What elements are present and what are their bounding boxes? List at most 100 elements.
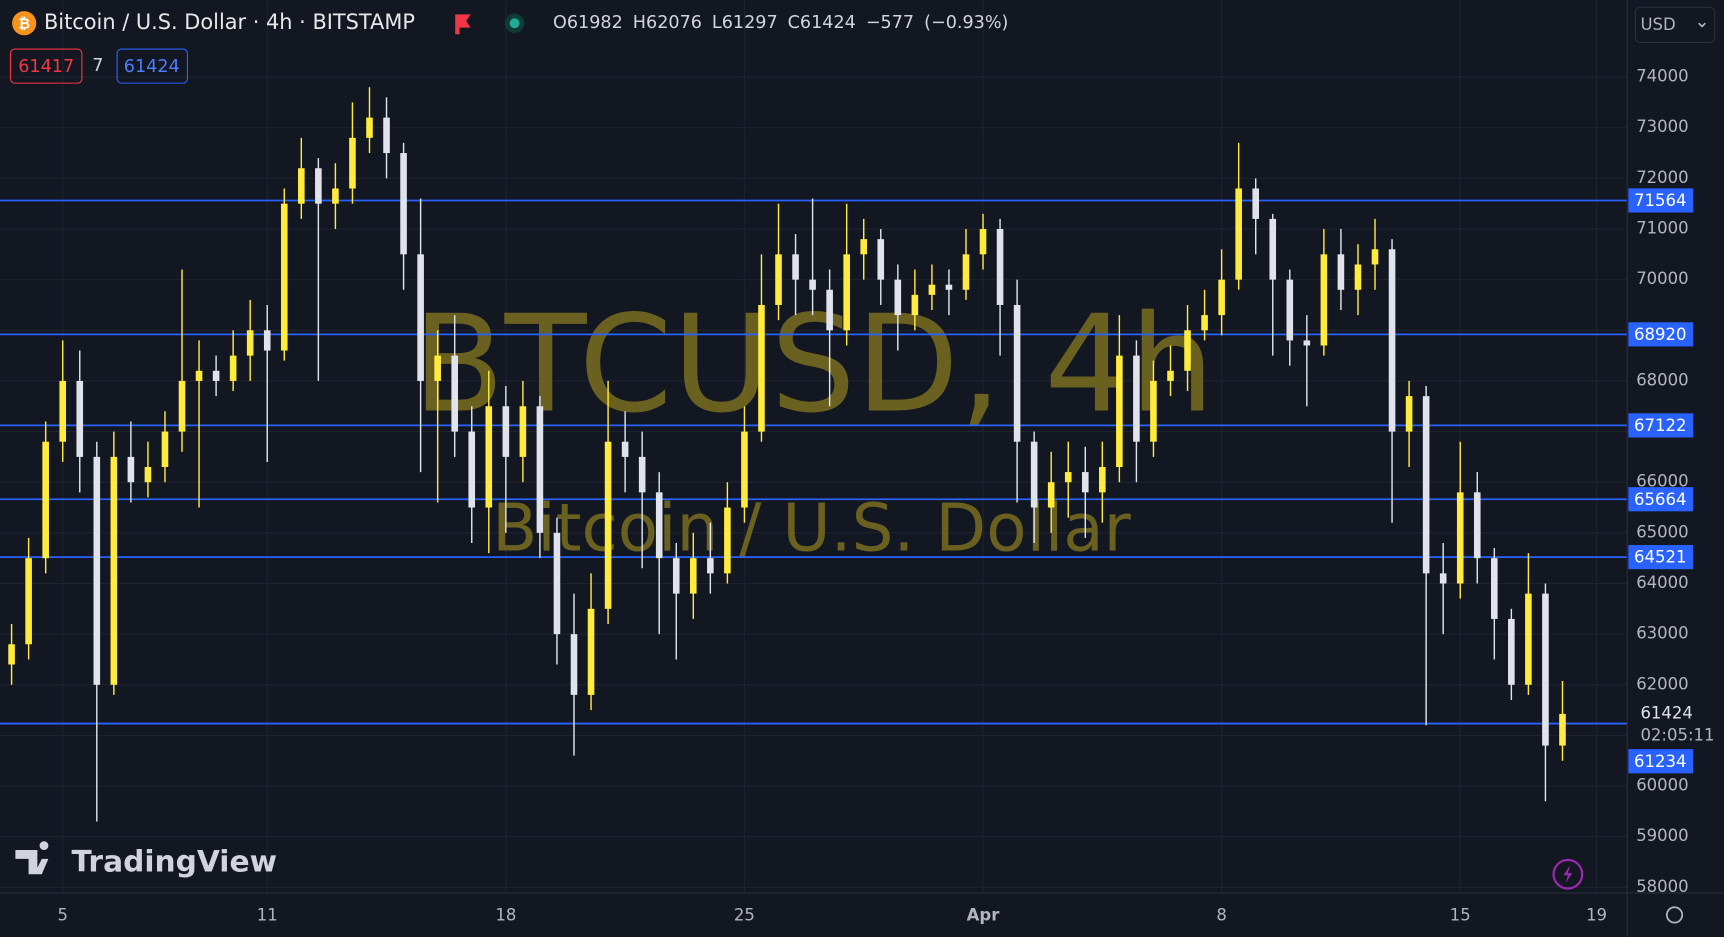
watermark-title: BTCUSD, 4h (413, 286, 1215, 443)
candle-body (1320, 254, 1328, 346)
candle-body (724, 507, 731, 574)
candle-body (366, 117, 373, 138)
x-tick-label: 11 (257, 905, 278, 924)
candle-body (1354, 264, 1362, 290)
candle-body (945, 284, 953, 290)
y-tick-label: 68000 (1636, 370, 1688, 389)
candle-body (638, 456, 646, 493)
x-tick-label: 18 (495, 905, 516, 924)
change-percent: (−0.93%) (924, 13, 1008, 33)
x-tick-label: 8 (1216, 905, 1227, 924)
y-tick-label: 72000 (1636, 168, 1688, 187)
candle-body (400, 153, 407, 255)
candle-body (1252, 188, 1260, 219)
candle-body (59, 380, 67, 442)
candle-body (655, 492, 663, 559)
candle-body (1150, 380, 1157, 442)
y-tick-label: 59000 (1636, 826, 1688, 845)
buy-button[interactable] (116, 48, 189, 84)
flag-icon[interactable] (455, 14, 471, 35)
candle-body (1371, 249, 1379, 265)
candle-body (1167, 370, 1174, 381)
dropdown-caret (1698, 22, 1706, 28)
candle-body (519, 406, 527, 457)
level-price-box (1628, 545, 1694, 570)
candle-body (76, 380, 84, 457)
candle-body (383, 117, 390, 154)
x-tick-label: 5 (57, 905, 68, 924)
brand-name: TradingView (71, 844, 277, 879)
candle-body (93, 456, 101, 685)
y-tick-label: 71000 (1636, 219, 1688, 238)
candle-body (996, 229, 1004, 305)
level-price-box (1628, 413, 1694, 438)
candle-body (672, 558, 680, 594)
candle-body (860, 239, 868, 255)
candle-body (1508, 618, 1515, 685)
settings-button[interactable] (1665, 906, 1684, 924)
level-price-box (1628, 322, 1694, 347)
candle-body (741, 431, 748, 508)
level-price-label: 71564 (1634, 191, 1686, 210)
candle-body (928, 284, 936, 295)
candle-body (468, 431, 476, 508)
coin-icon-glyph: ₿ (18, 16, 30, 32)
candle-body (110, 456, 118, 685)
level-price-box (1628, 487, 1694, 512)
candle-body (758, 304, 765, 432)
y-tick-label: 73000 (1636, 117, 1688, 136)
candle-body (127, 456, 135, 483)
level-price-label: 67122 (1634, 416, 1686, 435)
levels-layer (0, 199, 1628, 725)
candle-body (979, 229, 987, 255)
candle-body (1422, 396, 1430, 574)
sell-button[interactable] (9, 48, 83, 84)
currency-dropdown[interactable] (1634, 6, 1716, 43)
candle-body (1030, 441, 1038, 508)
watermark-subtitle: Bitcoin / U.S. Dollar (492, 489, 1132, 566)
candle-body (1559, 713, 1566, 746)
change: −577 (866, 13, 914, 33)
sell-price: 61417 (18, 57, 74, 77)
symbol-title[interactable]: Bitcoin / U.S. Dollar · 4h · BITSTAMP (44, 10, 415, 34)
low-value: 61297 (722, 13, 778, 33)
candle-body (536, 406, 544, 533)
alert-button[interactable] (1552, 858, 1584, 890)
candle-body (1337, 254, 1345, 290)
candle-body (894, 279, 902, 316)
candle-body (570, 634, 578, 695)
y-tick-label: 74000 (1636, 67, 1688, 86)
candle-body (1218, 279, 1225, 316)
last-price-box (1628, 701, 1723, 749)
candle-body (1388, 249, 1396, 432)
x-tick-label: 15 (1450, 905, 1471, 924)
candle-body (212, 370, 220, 381)
candle-body (1525, 593, 1532, 685)
candle-body (809, 279, 816, 290)
level-price-box (1628, 749, 1694, 774)
candle-body (962, 254, 970, 290)
candle-body (1116, 355, 1123, 468)
candle-body (229, 355, 237, 381)
candles-layer (8, 87, 1566, 822)
candle-body (42, 441, 49, 559)
candle-body (621, 441, 629, 457)
ohlc-legend: O61982 H62076 L61297 C61424 −577 (−0.93%… (553, 13, 1008, 33)
low-label: L (712, 13, 722, 33)
candle-body (1405, 396, 1413, 432)
y-tick-label: 58000 (1636, 877, 1688, 896)
candle-body (1473, 492, 1481, 559)
candle-body (1047, 482, 1055, 508)
candle-body (280, 203, 288, 351)
candle-body (502, 406, 510, 457)
candle-body (792, 254, 799, 280)
candle-body (1235, 188, 1242, 280)
candle-body (707, 558, 714, 574)
y-tick-label: 60000 (1636, 776, 1688, 795)
candle-body (178, 380, 186, 432)
level-price-label: 64521 (1634, 548, 1686, 567)
currency-label: USD (1640, 15, 1675, 34)
candle-body (775, 254, 782, 305)
